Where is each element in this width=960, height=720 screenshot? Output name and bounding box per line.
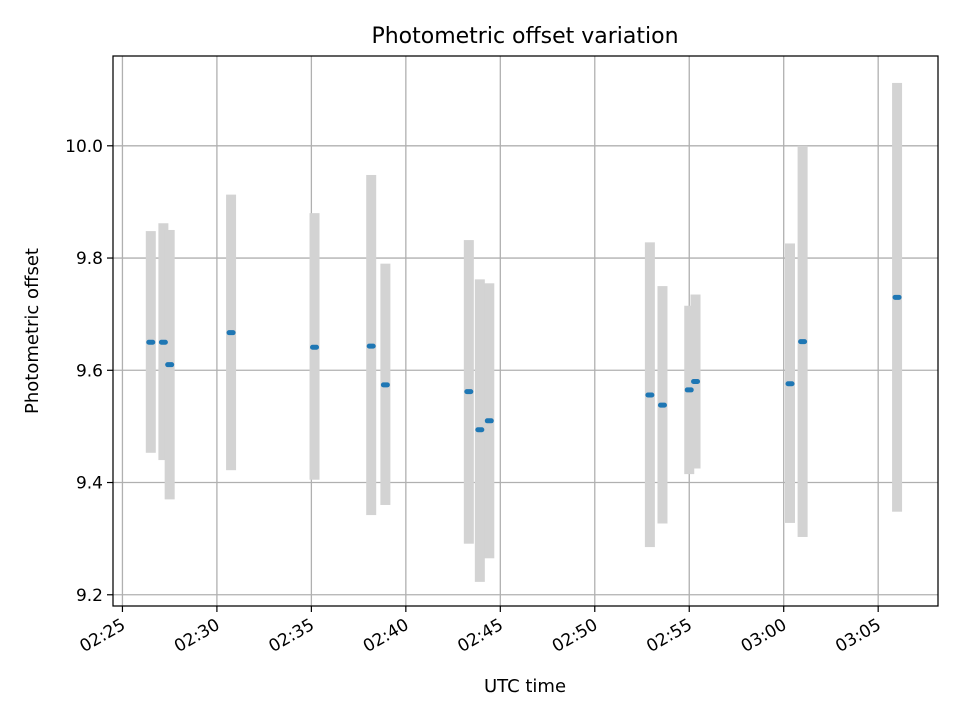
data-points [146,294,902,433]
data-point [645,392,655,398]
data-point [475,427,485,433]
data-point [464,389,474,395]
y-tick-label: 9.4 [76,474,103,494]
data-point [226,330,236,336]
x-tick-label: 02:45 [454,615,506,657]
plot-frame [112,55,939,607]
data-point [366,343,376,349]
data-point [158,339,168,345]
plot-area [113,56,938,606]
x-tick-label: 02:50 [549,615,601,657]
x-tick-label: 03:05 [832,615,884,657]
x-tick-label: 02:25 [77,615,129,657]
y-tick-label: 9.6 [76,361,103,381]
data-point [691,379,701,385]
data-point [798,339,808,345]
y-tick-label: 9.2 [76,586,103,606]
x-tick-label: 02:40 [360,615,412,657]
data-point [146,339,156,345]
x-tick-label: 03:00 [738,615,790,657]
x-tick-label: 02:30 [171,615,223,657]
data-point [785,381,795,387]
x-axis-label: UTC time [484,676,566,697]
data-point [484,418,494,424]
data-point [892,294,902,300]
y-tick-label: 9.8 [76,249,103,269]
y-tick-label: 10.0 [65,137,103,157]
x-axis: 02:25 02:30 02:35 02:40 02:45 02:50 02:55 03:00… [77,606,885,657]
data-point [684,387,694,393]
data-point [380,382,390,388]
x-tick-label: 02:35 [265,615,317,657]
x-tick-label: 02:55 [643,615,695,657]
data-point [165,362,175,368]
data-point [310,344,320,350]
chart-title: Photometric offset variation [371,24,678,49]
y-axis-label: Photometric offset [22,248,43,414]
y-axis: 9.2 9.4 9.6 9.8 10.0 [65,137,113,606]
data-point [657,402,667,408]
